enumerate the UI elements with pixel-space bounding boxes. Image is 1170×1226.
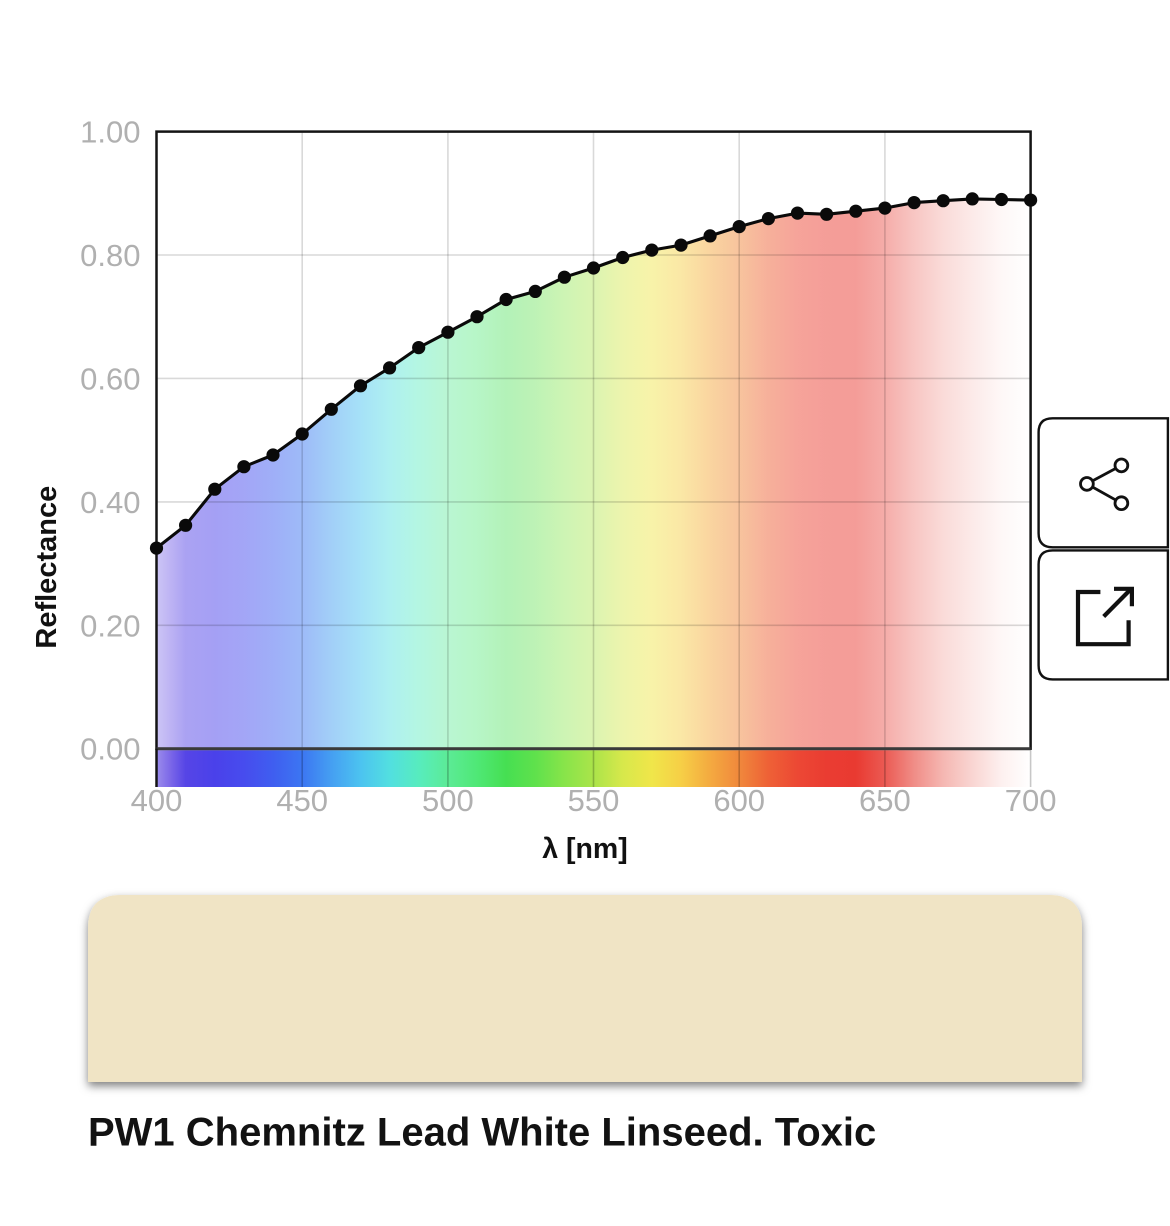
- svg-text:λ [nm]: λ [nm]: [542, 833, 628, 865]
- svg-text:600: 600: [713, 783, 765, 818]
- svg-text:500: 500: [422, 783, 474, 818]
- svg-text:550: 550: [568, 783, 620, 818]
- svg-text:0.00: 0.00: [80, 732, 140, 767]
- svg-text:700: 700: [1005, 783, 1057, 818]
- svg-text:0.80: 0.80: [80, 238, 140, 273]
- svg-text:PW1 Chemnitz Lead White Linsee: PW1 Chemnitz Lead White Linseed. Toxic: [88, 1111, 876, 1155]
- svg-text:0.40: 0.40: [80, 485, 140, 520]
- svg-text:0.60: 0.60: [80, 361, 140, 396]
- svg-text:1.00: 1.00: [80, 115, 140, 150]
- svg-text:650: 650: [859, 783, 911, 818]
- svg-text:0.20: 0.20: [80, 608, 140, 643]
- svg-text:450: 450: [276, 783, 328, 818]
- svg-text:Reflectance: Reflectance: [31, 486, 63, 649]
- svg-text:400: 400: [131, 783, 183, 818]
